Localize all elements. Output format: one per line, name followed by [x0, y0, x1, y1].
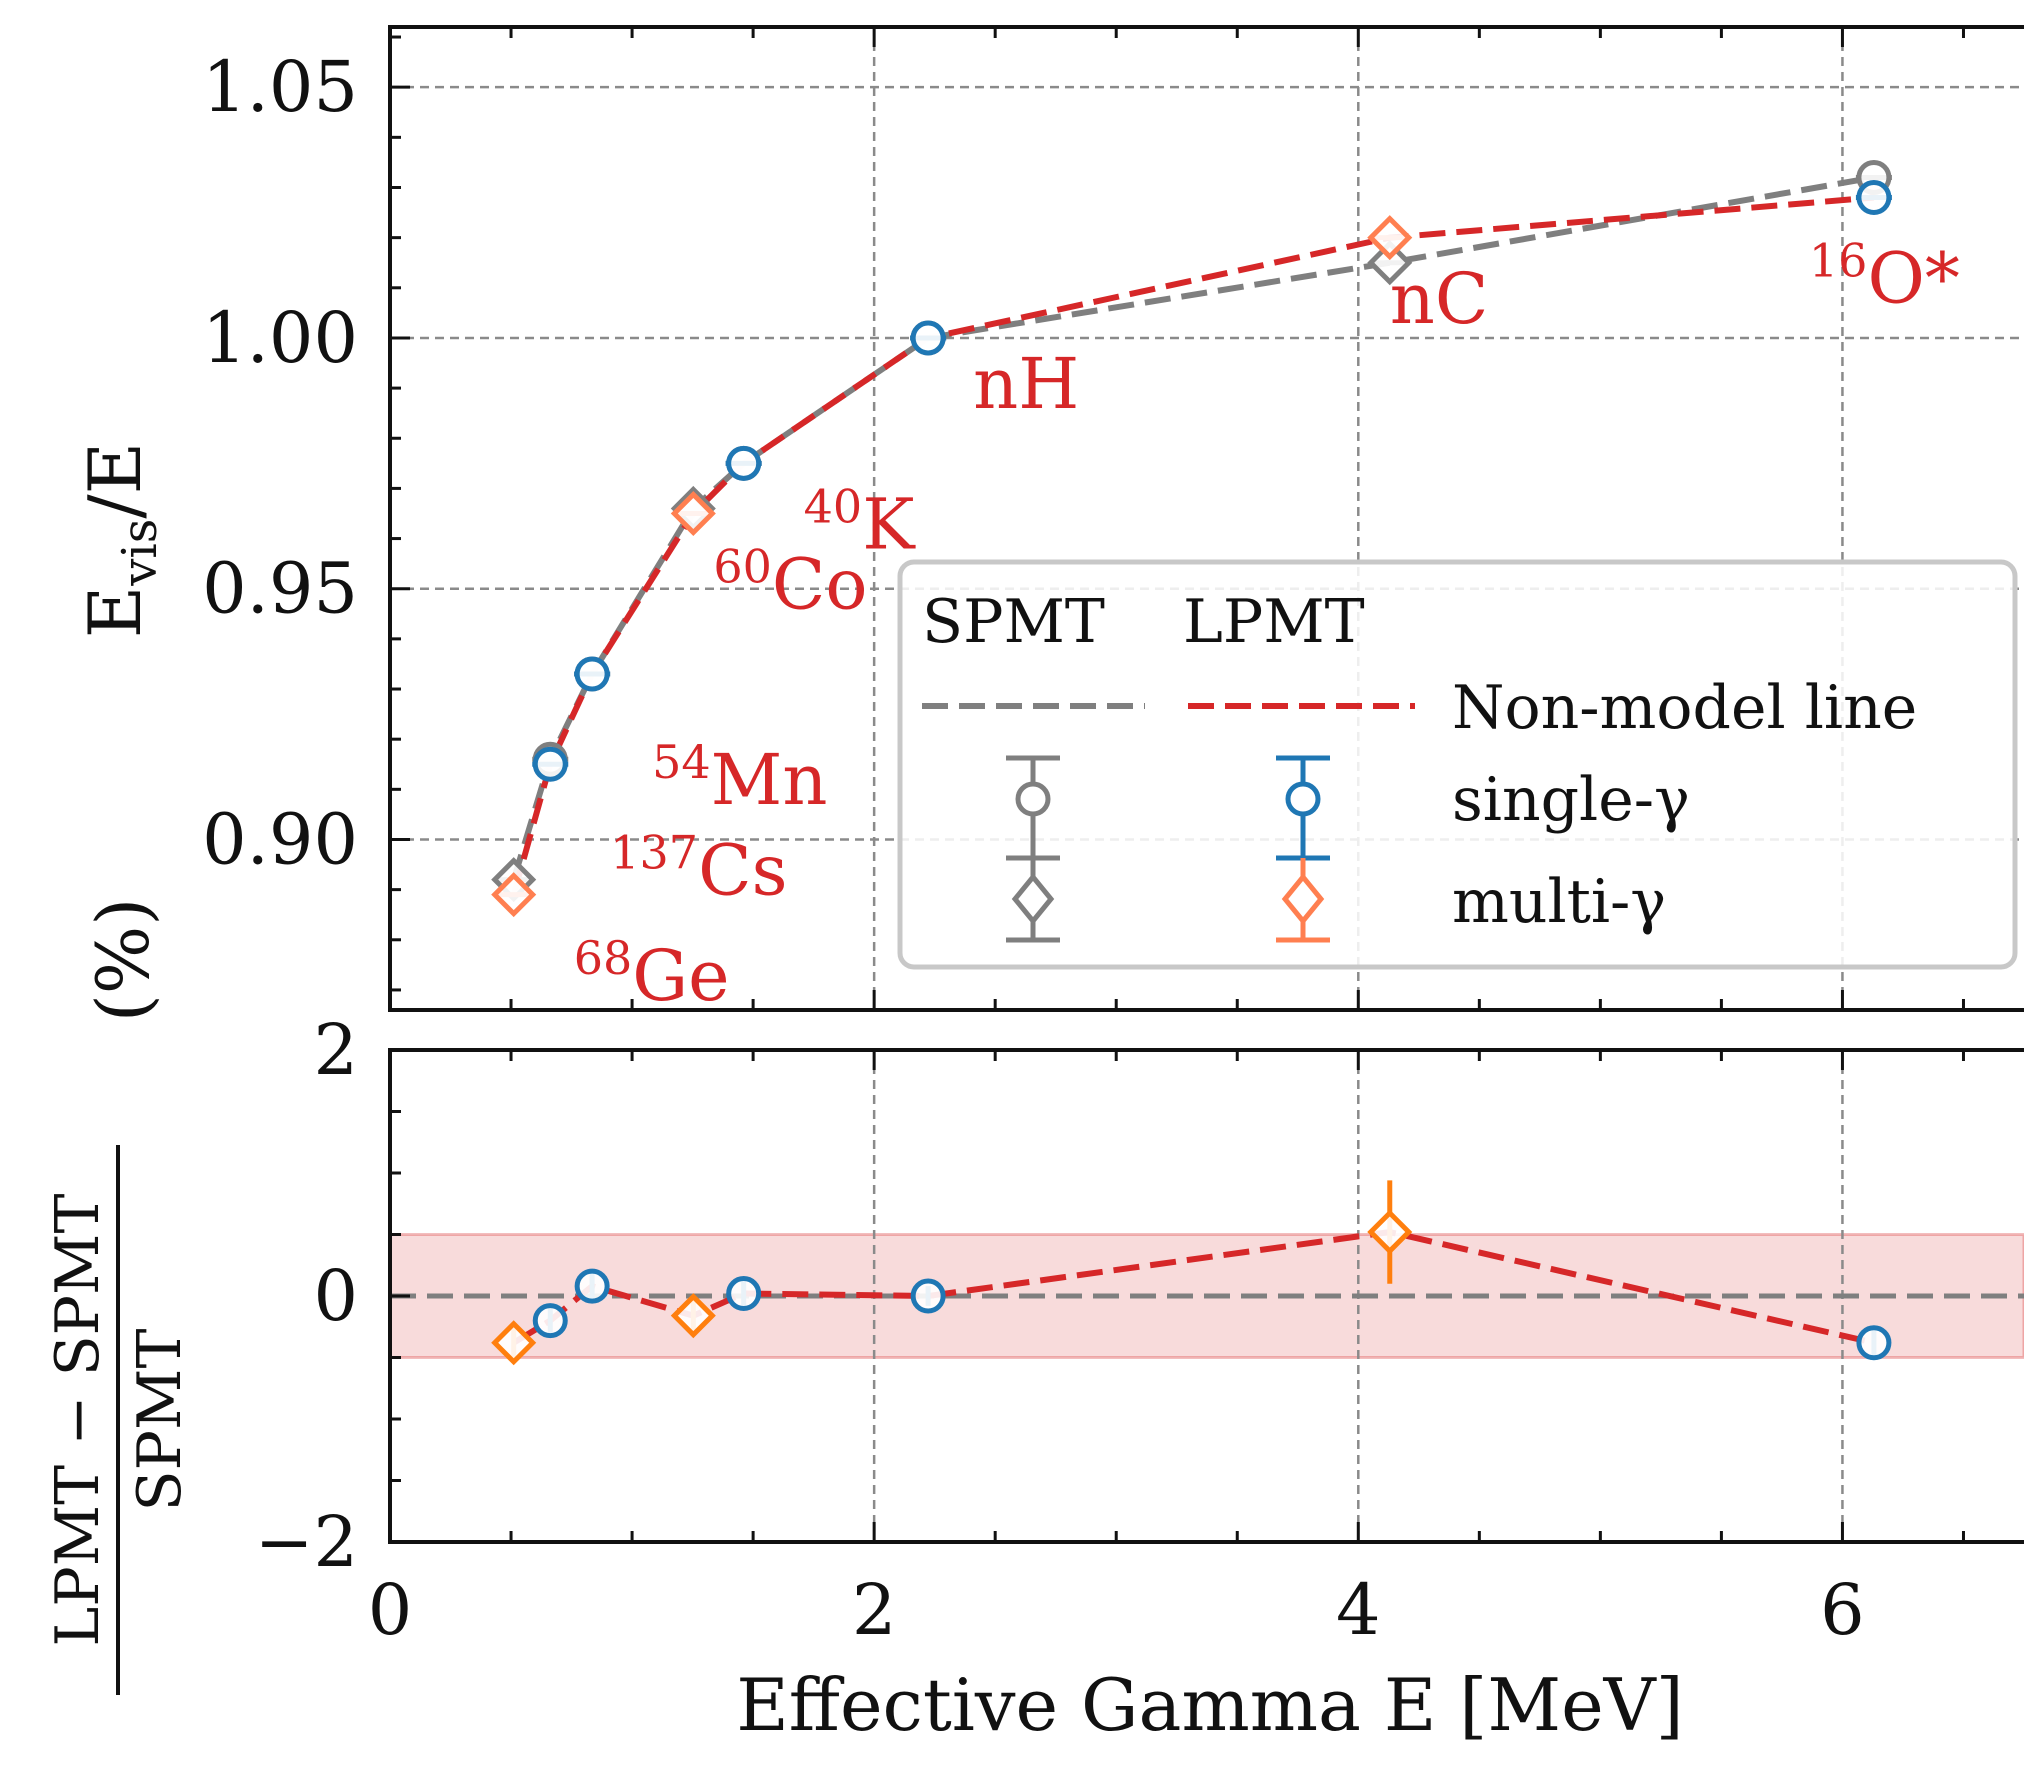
- marker-lpmt-single: [910, 320, 946, 356]
- ratio-marker-single: [726, 1276, 762, 1312]
- marker-lpmt-multi: [670, 490, 716, 537]
- bot-ytick-label: 2: [313, 1009, 358, 1091]
- ratio-marker-single: [532, 1303, 568, 1339]
- xtick-label: 2: [852, 1569, 897, 1651]
- ratio-marker-single: [574, 1268, 610, 1304]
- top-ytick-label: 1.00: [202, 297, 358, 379]
- legend: SPMT LPMT Non-model line single-γ: [897, 559, 2018, 970]
- bot-ylabel-denominator: SPMT: [125, 1329, 195, 1512]
- label-sup: 137: [610, 825, 698, 879]
- legend-header-lpmt: LPMT: [1183, 587, 1365, 657]
- legend-frame: [897, 559, 2018, 970]
- bot-ytick-labels: −2 0 2: [255, 1009, 358, 1583]
- label-sup: 68: [574, 931, 633, 985]
- legend-header-spmt: SPMT: [922, 587, 1105, 657]
- xtick-label: 6: [1820, 1569, 1865, 1651]
- label-k: 40K: [804, 479, 917, 565]
- marker-lpmt-single: [574, 656, 610, 692]
- label-sup: 60: [713, 540, 772, 594]
- label-name: O*: [1867, 238, 1959, 320]
- label-ge: 68Ge: [574, 931, 730, 1017]
- marker-lpmt-single: [532, 746, 568, 782]
- legend-line-label: Non-model line: [1452, 673, 1917, 743]
- marker-spmt-multi: [1367, 240, 1413, 286]
- bot-ytick-label: 0: [313, 1255, 358, 1337]
- xtick-label: 0: [368, 1569, 413, 1651]
- ratio-marker-single: [910, 1278, 946, 1314]
- top-ytick-label: 0.95: [202, 548, 358, 630]
- label-cs: 137Cs: [610, 825, 787, 911]
- bot-ylabel-numerator: LPMT − SPMT: [43, 1193, 113, 1646]
- top-ytick-label: 1.05: [202, 46, 358, 128]
- label-name: K: [862, 483, 916, 565]
- top-ylabel-tail: /E: [73, 442, 157, 519]
- label-sup: 40: [804, 479, 863, 533]
- legend-spmt-multi-marker: [1006, 858, 1060, 943]
- ratio-marker-multi: [491, 1320, 537, 1366]
- ratio-marker-multi: [670, 1293, 716, 1339]
- top-ytick-label: 0.90: [202, 798, 358, 880]
- label-name: Mn: [711, 739, 828, 821]
- ratio-marker-single: [1856, 1325, 1892, 1361]
- legend-lpmt-multi-marker: [1276, 858, 1330, 943]
- legend-single-label: single-γ: [1452, 765, 1690, 835]
- top-markers: [491, 159, 1892, 918]
- label-co: 60Co: [713, 540, 867, 626]
- label-name: Cs: [698, 829, 787, 911]
- label-nh: nH: [973, 343, 1079, 425]
- marker-lpmt-multi: [491, 872, 537, 918]
- bot-axes-frame: [388, 1048, 2024, 1544]
- label-name: Co: [772, 544, 868, 626]
- top-ylabel-main: E: [73, 586, 157, 639]
- label-sup: 54: [652, 735, 711, 789]
- top-ylabel-sub: vis: [112, 519, 168, 587]
- ratio-marker-multi: [1367, 1209, 1413, 1255]
- marker-lpmt-single: [726, 445, 762, 481]
- legend-lpmt-single-marker: [1276, 755, 1330, 861]
- bot-ytick-label: −2: [255, 1501, 358, 1583]
- marker-lpmt-multi: [1367, 215, 1413, 261]
- marker-lpmt-single: [1856, 180, 1892, 216]
- top-ytick-labels: 0.90 0.95 1.00 1.05: [202, 46, 358, 880]
- legend-multi-label: multi-γ: [1452, 867, 1666, 937]
- label-name: Ge: [632, 935, 729, 1017]
- label-sup: 16: [1809, 234, 1868, 288]
- bot-ylabel: LPMT − SPMT SPMT (%): [43, 898, 195, 1695]
- top-axes-frame: [388, 25, 2024, 1012]
- label-mn: 54Mn: [652, 735, 827, 821]
- top-ylabel: Evis/E: [73, 442, 168, 639]
- legend-spmt-single-marker: [1006, 755, 1060, 861]
- bot-ylabel-unit: (%): [81, 898, 165, 1023]
- label-nc: nC: [1390, 258, 1489, 340]
- bot-markers: [491, 1180, 1892, 1366]
- svg-text:Evis/E: Evis/E: [73, 442, 168, 639]
- x-axis-label: Effective Gamma E [MeV]: [736, 1663, 1684, 1747]
- label-ostar: 16O*: [1809, 234, 1960, 320]
- xtick-label: 4: [1336, 1569, 1381, 1651]
- xtick-labels: 0 2 4 6: [368, 1569, 1865, 1651]
